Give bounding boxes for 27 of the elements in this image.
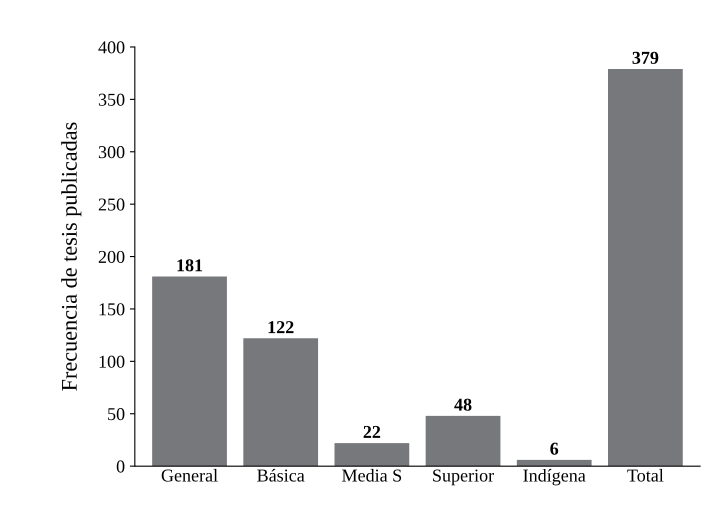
data-label: 6	[550, 442, 558, 455]
y-tick-label: 0	[116, 460, 124, 473]
y-tick-label: 250	[98, 198, 124, 211]
x-tick-label: Indígena	[523, 468, 586, 486]
data-label: 48	[454, 398, 472, 411]
data-label: 181	[177, 259, 202, 272]
y-axis-title: Frecuencia de tesis publicadas	[61, 122, 82, 391]
bar	[426, 416, 500, 466]
y-tick-label: 350	[98, 94, 124, 106]
y-tick-label: 50	[108, 408, 124, 420]
x-tick-label: Total	[627, 468, 664, 482]
x-tick-label: Básica	[257, 468, 305, 482]
y-tick-label: 300	[98, 146, 124, 158]
y-tick-label: 100	[100, 356, 124, 368]
data-label: 379	[632, 52, 658, 64]
y-tick-label: 400	[98, 41, 124, 54]
bar	[608, 68, 683, 466]
data-label: 122	[268, 321, 294, 334]
bar	[243, 338, 318, 466]
x-tick-label: General	[162, 468, 218, 482]
bar	[152, 276, 227, 466]
bar	[334, 443, 410, 466]
y-tick-label: 200	[98, 250, 124, 264]
y-tick-label: 150	[100, 303, 124, 316]
x-tick-label: Media S	[342, 468, 402, 482]
x-tick-label: Superior	[433, 469, 494, 486]
data-label: 22	[364, 426, 380, 438]
